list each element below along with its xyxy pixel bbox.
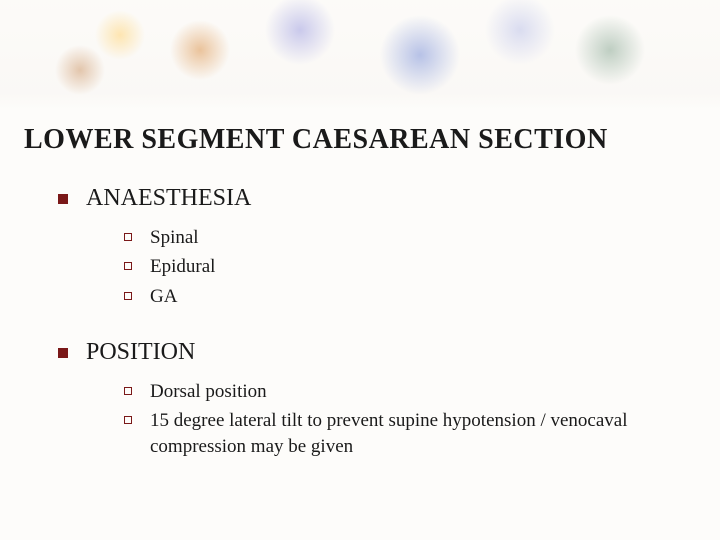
list-item: Dorsal position bbox=[124, 379, 696, 405]
slide-content: LOWER SEGMENT CAESAREAN SECTION ANAESTHE… bbox=[0, 0, 720, 540]
square-outline-bullet-icon bbox=[124, 233, 132, 241]
square-bullet-icon bbox=[58, 194, 68, 204]
list-item-label: Dorsal position bbox=[150, 379, 267, 405]
section-heading: POSITION bbox=[86, 338, 195, 367]
square-outline-bullet-icon bbox=[124, 416, 132, 424]
square-outline-bullet-icon bbox=[124, 292, 132, 300]
list-item-label: Spinal bbox=[150, 225, 199, 251]
list-item: GA bbox=[124, 284, 696, 310]
list-item-label: GA bbox=[150, 284, 177, 310]
square-outline-bullet-icon bbox=[124, 262, 132, 270]
list-item: Spinal bbox=[124, 225, 696, 251]
section-heading: ANAESTHESIA bbox=[86, 184, 251, 213]
anaesthesia-list: Spinal Epidural GA bbox=[124, 225, 696, 310]
page-title: LOWER SEGMENT CAESAREAN SECTION bbox=[24, 124, 696, 156]
square-bullet-icon bbox=[58, 348, 68, 358]
square-outline-bullet-icon bbox=[124, 387, 132, 395]
list-item: Epidural bbox=[124, 254, 696, 280]
list-item: 15 degree lateral tilt to prevent supine… bbox=[124, 408, 696, 459]
section-anaesthesia: ANAESTHESIA bbox=[58, 184, 696, 213]
list-item-label: Epidural bbox=[150, 254, 215, 280]
list-item-label: 15 degree lateral tilt to prevent supine… bbox=[150, 408, 696, 459]
section-position: POSITION bbox=[58, 338, 696, 367]
position-list: Dorsal position 15 degree lateral tilt t… bbox=[124, 379, 696, 460]
